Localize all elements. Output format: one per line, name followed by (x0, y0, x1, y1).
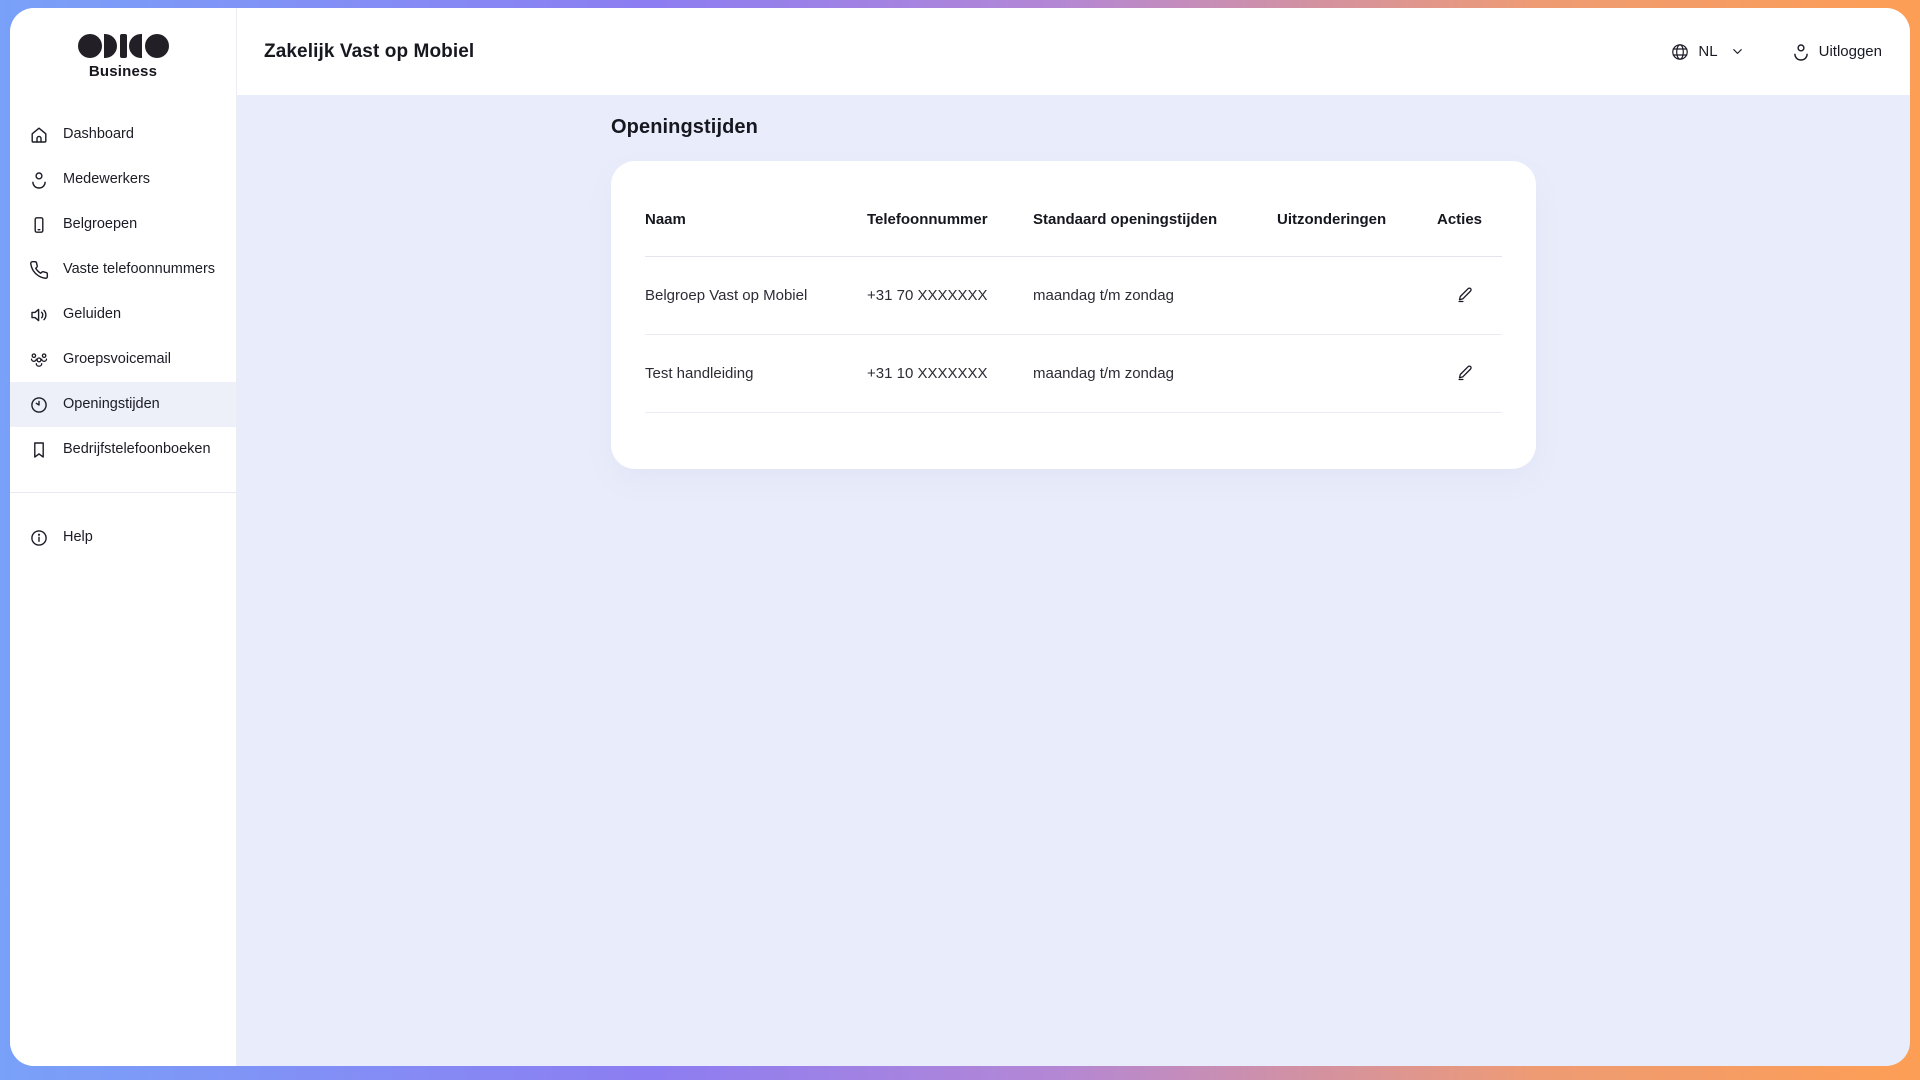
sidebar-divider (10, 492, 236, 493)
mobile-phone-icon (29, 215, 49, 235)
sidebar: Business Dashboard Medewerkers (10, 8, 237, 1066)
openingstijden-card: Naam Telefoonnummer Standaard openingsti… (611, 161, 1536, 469)
column-header-telefoonnummer: Telefoonnummer (867, 211, 1033, 257)
sidebar-item-label: Bedrijfstelefoonboeken (63, 441, 211, 458)
brand-logo: Business (10, 8, 236, 86)
cell-naam: Belgroep Vast op Mobiel (645, 256, 867, 335)
bookmark-icon (29, 440, 49, 460)
cell-uitzonderingen (1277, 334, 1437, 413)
logout-button[interactable]: Uitloggen (1791, 42, 1882, 62)
cell-telefoonnummer: +31 70 XXXXXXX (867, 256, 1033, 335)
openingstijden-table: Naam Telefoonnummer Standaard openingsti… (645, 211, 1502, 413)
sidebar-item-help[interactable]: Help (10, 515, 236, 560)
sidebar-item-label: Help (63, 529, 93, 546)
table-row: Belgroep Vast op Mobiel +31 70 XXXXXXX m… (645, 256, 1502, 335)
brand-name: Business (88, 63, 158, 80)
sidebar-item-dashboard[interactable]: Dashboard (10, 112, 236, 157)
chevron-down-icon (1730, 44, 1745, 59)
home-icon (29, 125, 49, 145)
header: Zakelijk Vast op Mobiel NL (237, 8, 1910, 95)
group-icon (29, 350, 49, 370)
sidebar-item-vaste-telefoonnummers[interactable]: Vaste telefoonnummers (10, 247, 236, 292)
column-header-naam: Naam (645, 211, 867, 257)
cell-acties (1437, 256, 1502, 335)
cell-standaard-openingstijden: maandag t/m zondag (1033, 334, 1277, 413)
language-selector[interactable]: NL (1670, 42, 1744, 62)
edit-button[interactable] (1451, 280, 1479, 311)
content-column: Zakelijk Vast op Mobiel NL (237, 8, 1910, 1066)
edit-pencil-icon (1455, 362, 1475, 385)
cell-standaard-openingstijden: maandag t/m zondag (1033, 256, 1277, 335)
edit-pencil-icon (1455, 284, 1475, 307)
sidebar-item-groepsvoicemail[interactable]: Groepsvoicemail (10, 337, 236, 382)
sidebar-item-label: Belgroepen (63, 216, 138, 233)
sidebar-item-medewerkers[interactable]: Medewerkers (10, 157, 236, 202)
sidebar-nav: Dashboard Medewerkers Belgroepen (10, 112, 236, 472)
cell-acties (1437, 334, 1502, 413)
sidebar-item-label: Vaste telefoonnummers (63, 261, 216, 278)
logout-label: Uitloggen (1818, 43, 1882, 60)
sidebar-item-belgroepen[interactable]: Belgroepen (10, 202, 236, 247)
header-actions: NL Uitloggen (1670, 42, 1882, 62)
person-icon (1791, 42, 1811, 62)
main-content: Openingstijden Naam Telefoonnummer Stand… (237, 95, 1910, 1066)
cell-naam: Test handleiding (645, 334, 867, 413)
sidebar-item-label: Dashboard (63, 126, 134, 143)
column-header-acties: Acties (1437, 211, 1502, 257)
sidebar-item-geluiden[interactable]: Geluiden (10, 292, 236, 337)
page-title: Zakelijk Vast op Mobiel (264, 40, 475, 62)
cell-uitzonderingen (1277, 256, 1437, 335)
table-header-row: Naam Telefoonnummer Standaard openingsti… (645, 211, 1502, 257)
sidebar-item-label: Geluiden (63, 306, 122, 323)
phone-handset-icon (29, 260, 49, 280)
clock-icon (29, 395, 49, 415)
globe-icon (1670, 42, 1690, 62)
info-icon (29, 528, 49, 548)
sidebar-item-label: Groepsvoicemail (63, 351, 171, 368)
sidebar-item-openingstijden[interactable]: Openingstijden (10, 382, 236, 427)
sidebar-item-label: Openingstijden (63, 396, 160, 413)
column-header-uitzonderingen: Uitzonderingen (1277, 211, 1437, 257)
speaker-icon (29, 305, 49, 325)
language-value: NL (1698, 43, 1718, 60)
section-heading: Openingstijden (611, 116, 758, 138)
table-row: Test handleiding +31 10 XXXXXXX maandag … (645, 334, 1502, 413)
cell-telefoonnummer: +31 10 XXXXXXX (867, 334, 1033, 413)
person-icon (29, 170, 49, 190)
content-wrapper: Openingstijden Naam Telefoonnummer Stand… (611, 95, 1536, 469)
column-header-standaard-openingstijden: Standaard openingstijden (1033, 211, 1277, 257)
odido-logo-icon (77, 34, 169, 58)
edit-button[interactable] (1451, 358, 1479, 389)
sidebar-item-label: Medewerkers (63, 171, 151, 188)
app-window: Business Dashboard Medewerkers (10, 8, 1910, 1066)
sidebar-item-bedrijfstelefoonboeken[interactable]: Bedrijfstelefoonboeken (10, 427, 236, 472)
